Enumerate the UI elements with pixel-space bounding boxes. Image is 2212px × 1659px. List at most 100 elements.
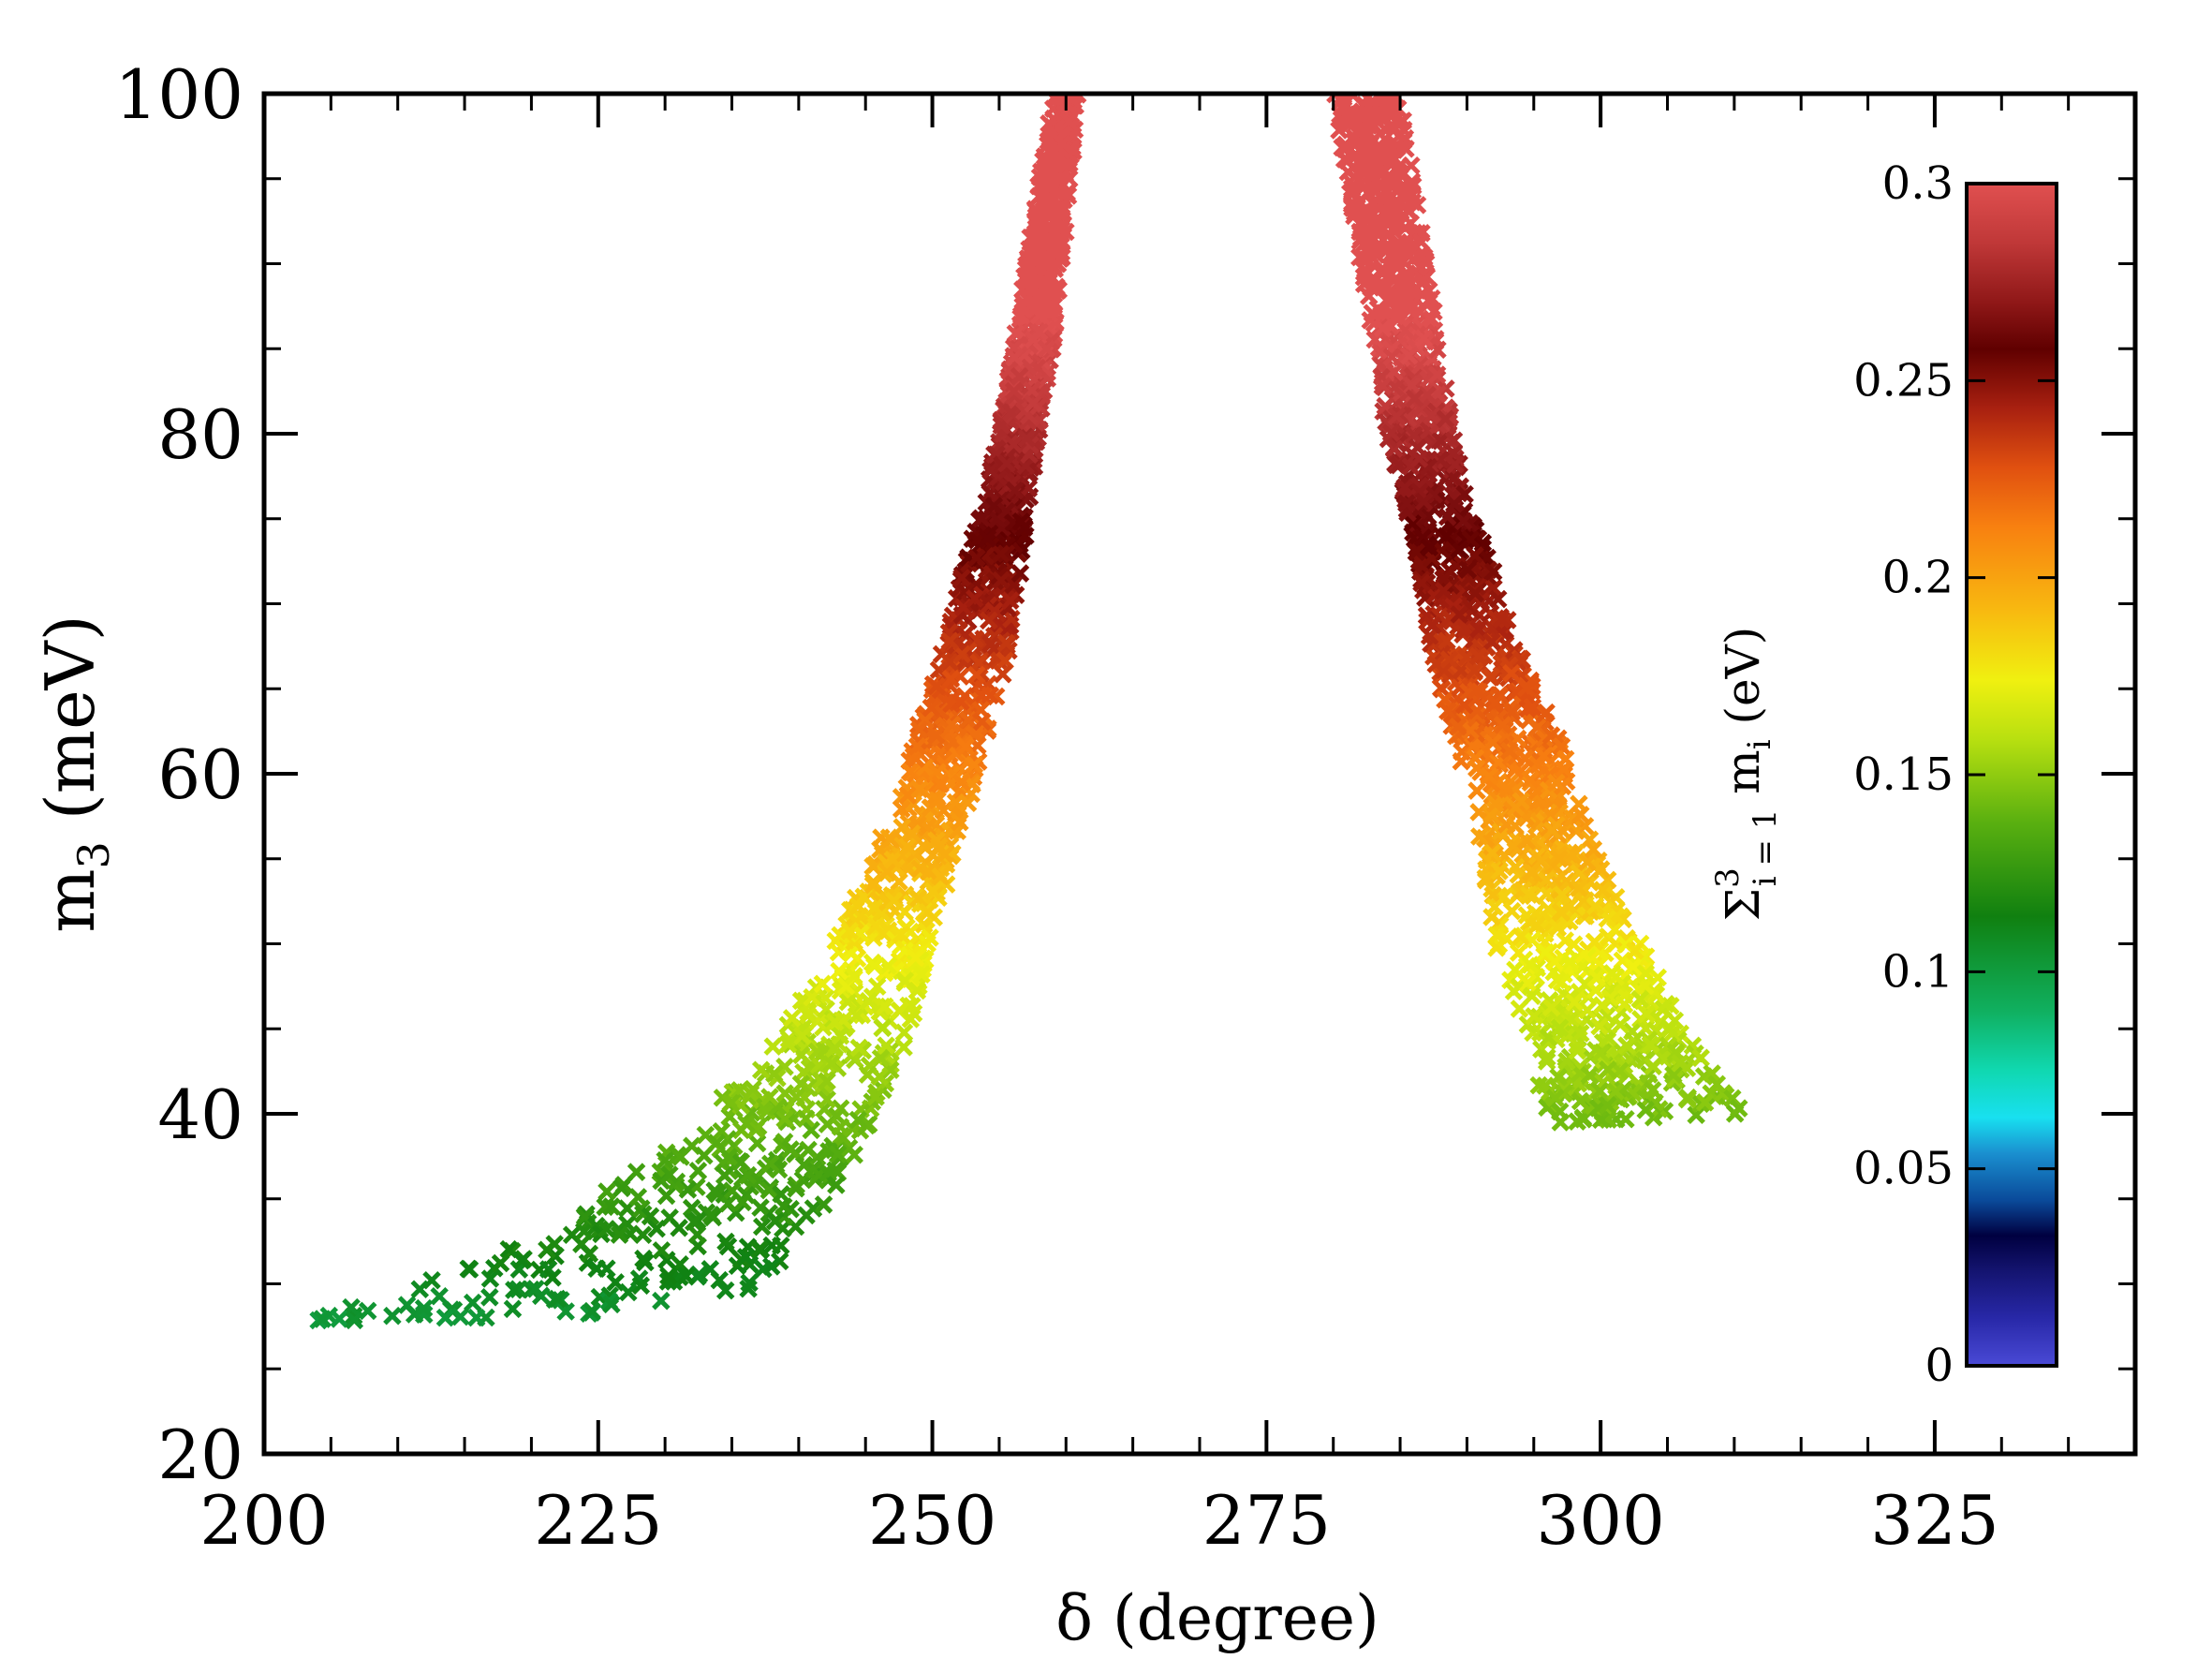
scatter-point	[952, 569, 971, 587]
scatter-point	[1549, 845, 1569, 864]
scatter-point	[1504, 982, 1524, 1000]
scatter-point	[1590, 1016, 1609, 1036]
scatter-point	[894, 1038, 913, 1057]
scatter-point	[1470, 827, 1489, 846]
scatter-point	[1407, 542, 1426, 562]
scatter-point	[877, 1036, 895, 1055]
scatter-point	[466, 1308, 486, 1327]
scatter-point	[760, 1088, 779, 1106]
scatter-point	[1556, 749, 1575, 769]
scatter-point	[658, 1272, 678, 1291]
scatter-point	[1436, 409, 1455, 428]
scatter-point	[996, 633, 1016, 653]
scatter-point	[1466, 584, 1485, 603]
colorbar-tick-label: 0.05	[1853, 1143, 1954, 1195]
scatter-point	[1387, 407, 1407, 426]
scatter-point	[1064, 141, 1083, 161]
scatter-point	[1541, 998, 1561, 1017]
scatter-point	[1521, 770, 1540, 790]
scatter-point	[657, 1251, 676, 1269]
scatter-point	[1493, 716, 1512, 734]
scatter-point	[1545, 1089, 1565, 1107]
scatter-point	[766, 1155, 786, 1175]
scatter-point	[859, 991, 878, 1011]
scatter-point	[721, 1093, 740, 1113]
scatter-point	[1387, 135, 1407, 155]
scatter-point	[1542, 821, 1562, 840]
scatter-point	[1466, 546, 1484, 565]
scatter-point	[1363, 100, 1381, 119]
y-axis-ticks: 20 40 60 80 100	[115, 55, 2135, 1494]
scatter-point	[1578, 1000, 1597, 1020]
scatter-point	[1637, 1004, 1656, 1024]
scatter-point	[1335, 135, 1355, 155]
scatter-point	[822, 1054, 841, 1074]
scatter-point	[505, 1281, 524, 1299]
scatter-point	[1404, 176, 1423, 196]
scatter-point	[1521, 955, 1540, 974]
scatter-point	[634, 1249, 653, 1268]
scatter-point	[1448, 718, 1467, 736]
scatter-point	[707, 1133, 726, 1152]
scatter-point	[951, 692, 970, 711]
scatter-point	[909, 720, 929, 740]
scatter-point	[1029, 305, 1049, 325]
scatter-point	[1571, 806, 1590, 824]
scatter-point	[580, 1244, 599, 1264]
scatter-point	[941, 670, 961, 689]
scatter-point	[1409, 476, 1429, 496]
scatter-point	[997, 454, 1016, 473]
scatter-point	[1467, 759, 1486, 778]
scatter-point	[760, 1154, 780, 1174]
colorbar: 0 0.05 0.1 0.15 0.2 0.25 0.3 Σ3i = 1 mi (eV)	[1709, 157, 2058, 1392]
scatter-point	[929, 837, 949, 856]
scatter-point	[1438, 702, 1457, 720]
scatter-point	[1590, 955, 1609, 974]
scatter-point	[1402, 240, 1421, 259]
scatter-point	[866, 916, 885, 936]
scatter-point	[1498, 611, 1517, 630]
scatter-point	[1045, 94, 1064, 108]
scatter-point	[660, 1165, 679, 1184]
scatter-point	[627, 1163, 646, 1181]
scatter-point	[1552, 903, 1571, 923]
scatter-point	[883, 851, 903, 869]
scatter-point	[1643, 1081, 1662, 1100]
scatter-point	[956, 737, 975, 757]
scatter-point	[799, 1140, 818, 1160]
scatter-point	[1354, 200, 1374, 220]
scatter-point	[818, 1089, 836, 1109]
scatter-point	[1490, 862, 1509, 881]
scatter-point	[972, 509, 991, 528]
scatter-point	[1469, 619, 1488, 639]
scatter-point	[1482, 632, 1501, 651]
scatter-point	[1426, 655, 1446, 674]
scatter-point	[1536, 942, 1556, 962]
scatter-point	[684, 1212, 703, 1232]
scatter-point	[775, 1058, 794, 1076]
scatter-point	[701, 1205, 721, 1224]
scatter-point	[1602, 964, 1622, 983]
scatter-point	[1492, 610, 1512, 630]
scatter-point	[1004, 381, 1024, 401]
scatter-point	[718, 1193, 738, 1213]
colorbar-tick-label: 0.15	[1853, 748, 1954, 801]
scatter-point	[1488, 589, 1508, 609]
scatter-point	[994, 664, 1012, 684]
scatter-point	[813, 974, 833, 994]
scatter-point	[907, 981, 927, 1000]
scatter-point	[1641, 1035, 1659, 1054]
scatter-point	[1335, 149, 1355, 169]
scatter-point	[804, 1199, 823, 1218]
scatter-point	[1512, 927, 1530, 946]
scatter-point	[1576, 975, 1595, 994]
scatter-point	[796, 1109, 816, 1128]
scatter-point	[922, 698, 941, 718]
scatter-point	[652, 1291, 671, 1311]
scatter-point	[1531, 852, 1551, 871]
scatter-point	[1454, 695, 1474, 715]
scatter-point	[1568, 1042, 1587, 1060]
scatter-point	[927, 676, 946, 696]
scatter-point	[712, 1122, 731, 1141]
